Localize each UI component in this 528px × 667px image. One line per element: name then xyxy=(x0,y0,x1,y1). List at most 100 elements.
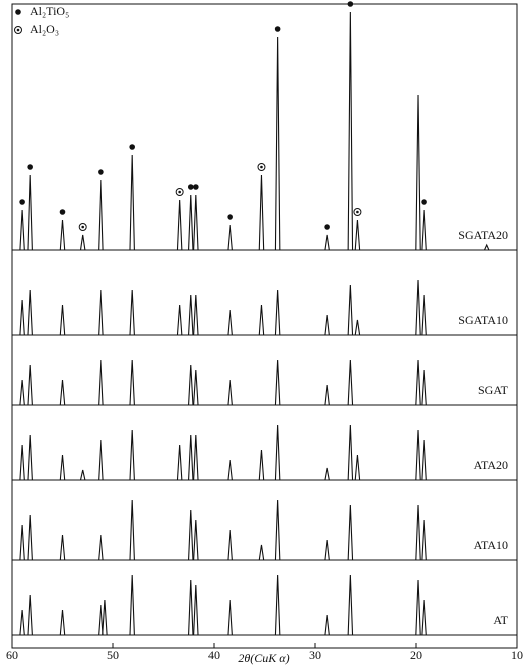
peak xyxy=(98,534,104,561)
peak xyxy=(227,459,233,481)
peak xyxy=(98,604,104,636)
peak xyxy=(415,579,421,636)
peak xyxy=(59,609,66,636)
peak xyxy=(415,429,421,481)
phase-marker-dot xyxy=(260,165,263,169)
peak xyxy=(129,359,135,406)
peak xyxy=(193,519,199,561)
phase-marker xyxy=(78,223,87,231)
peak xyxy=(188,294,194,336)
peak xyxy=(274,359,281,406)
peak xyxy=(188,194,194,251)
peak xyxy=(421,294,427,336)
series-label: ATA20 xyxy=(474,458,508,472)
peak xyxy=(347,11,354,251)
peak xyxy=(98,179,104,251)
peak xyxy=(324,234,330,251)
peak xyxy=(421,209,427,251)
phase-marker-dot xyxy=(178,190,181,194)
peak xyxy=(227,309,233,336)
x-tick-label: 20 xyxy=(410,648,422,662)
series-label: SGAT xyxy=(478,383,509,397)
peak xyxy=(59,534,66,561)
peak xyxy=(27,434,33,481)
phase-marker xyxy=(227,214,233,220)
x-tick-label: 10 xyxy=(511,648,523,662)
series-label: AT xyxy=(493,613,508,627)
peak xyxy=(193,294,199,336)
peak xyxy=(227,379,233,406)
peak xyxy=(415,94,421,251)
x-tick-label: 40 xyxy=(208,648,220,662)
phase-marker xyxy=(19,199,25,205)
peak xyxy=(59,304,66,336)
peak xyxy=(274,289,281,336)
phase-marker xyxy=(274,26,281,32)
peak xyxy=(274,36,281,251)
peak xyxy=(274,499,281,561)
x-tick-label: 60 xyxy=(6,648,18,662)
x-axis-label: 2θ(CuK α) xyxy=(238,651,289,665)
peak xyxy=(129,574,135,636)
peak xyxy=(193,434,199,481)
peak xyxy=(274,424,281,481)
phase-marker xyxy=(187,184,194,190)
peak xyxy=(129,154,135,251)
phase-marker xyxy=(353,208,362,216)
series-label: SGATA20 xyxy=(458,228,508,242)
peak xyxy=(19,609,25,636)
peak xyxy=(19,524,25,561)
peak xyxy=(347,359,354,406)
peak xyxy=(227,224,233,251)
phase-marker-dot xyxy=(81,225,84,229)
peak xyxy=(415,279,421,336)
peak xyxy=(19,379,25,406)
peak xyxy=(258,174,265,251)
peak xyxy=(98,439,104,481)
peak xyxy=(79,234,86,251)
peak xyxy=(227,529,233,561)
peak xyxy=(421,519,427,561)
phase-marker xyxy=(257,163,266,171)
peak xyxy=(227,599,233,636)
peak xyxy=(258,544,265,561)
peak xyxy=(324,539,330,561)
phase-marker xyxy=(324,224,330,230)
peak xyxy=(19,209,25,251)
peak xyxy=(188,509,194,561)
phase-marker xyxy=(193,184,199,190)
legend-symbol xyxy=(14,26,22,34)
phase-marker xyxy=(59,209,66,215)
peak xyxy=(19,299,25,336)
phase-marker xyxy=(421,199,427,205)
peak xyxy=(188,364,194,406)
peak xyxy=(354,319,361,336)
peak xyxy=(421,369,427,406)
legend-label: Al₂O₃ xyxy=(30,22,59,36)
peak xyxy=(193,584,199,636)
peak xyxy=(354,219,361,251)
x-tick-label: 50 xyxy=(107,648,119,662)
peak xyxy=(415,504,421,561)
peak xyxy=(188,434,194,481)
phase-marker xyxy=(347,1,354,7)
peak xyxy=(354,454,361,481)
peak xyxy=(59,379,66,406)
peak xyxy=(324,314,330,336)
peak xyxy=(193,194,199,251)
peak xyxy=(59,454,66,481)
legend-label: Al₂TiO₅ xyxy=(30,4,69,18)
peak xyxy=(415,359,421,406)
legend-symbol xyxy=(15,9,21,15)
peak xyxy=(27,514,33,561)
peak xyxy=(27,174,33,251)
peak xyxy=(176,444,183,481)
peak xyxy=(176,199,183,251)
series-label: SGATA10 xyxy=(458,313,508,327)
peak xyxy=(324,384,330,406)
peak xyxy=(324,614,330,636)
phase-marker xyxy=(98,169,104,175)
phase-marker-dot xyxy=(356,210,359,214)
peak xyxy=(129,499,135,561)
peak xyxy=(483,243,490,251)
